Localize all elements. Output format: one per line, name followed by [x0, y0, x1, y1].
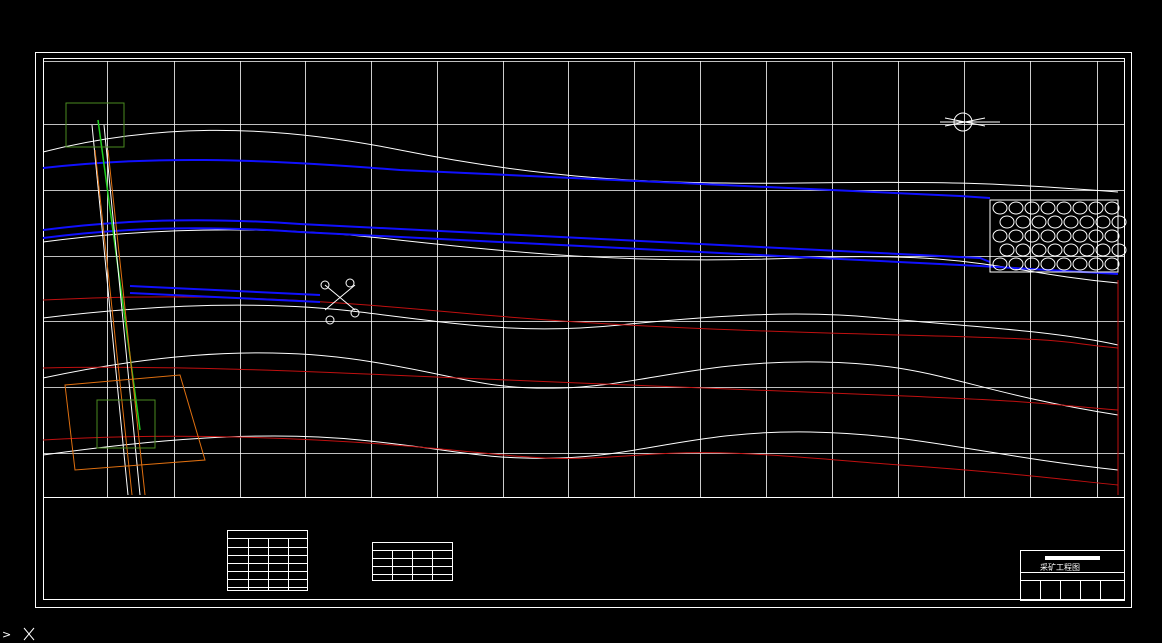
cad-stroke	[91, 124, 141, 496]
cad-stroke	[42, 366, 1119, 411]
title-block: 采矿工程图	[1020, 550, 1125, 601]
cad-stroke	[1040, 229, 1056, 243]
cad-stroke	[42, 352, 1119, 416]
legend-tables	[227, 530, 453, 591]
cad-stroke	[1020, 550, 1125, 601]
cad-stroke	[992, 229, 1008, 243]
cad-stroke	[42, 219, 991, 263]
cad-stroke	[1072, 257, 1088, 271]
cad-stroke	[999, 215, 1015, 229]
cad-stroke	[96, 399, 156, 449]
cad-stroke	[1072, 201, 1088, 215]
cad-stroke	[1040, 257, 1056, 271]
cad-stroke	[1031, 215, 1047, 229]
cad-stroke	[43, 58, 1125, 600]
cad-stroke	[94, 149, 146, 496]
cad-stroke	[1024, 257, 1040, 271]
cad-stroke	[1047, 243, 1063, 257]
cad-stroke	[42, 431, 1119, 471]
cad-stroke	[1015, 215, 1031, 229]
cad-stroke	[1008, 201, 1024, 215]
cad-stroke	[1088, 229, 1104, 243]
cad-stroke	[42, 158, 991, 199]
cad-stroke	[42, 229, 1119, 284]
cad-stroke	[1088, 201, 1104, 215]
cad-stroke	[1095, 243, 1111, 257]
cad-stroke	[1095, 215, 1111, 229]
cad-stroke	[1072, 229, 1088, 243]
cad-stroke	[1040, 201, 1056, 215]
cad-stroke	[1024, 229, 1040, 243]
cad-stroke	[1056, 229, 1072, 243]
cad-stroke	[227, 530, 308, 591]
cad-stroke	[42, 296, 1119, 349]
cad-stroke	[1024, 201, 1040, 215]
cad-stroke	[1104, 229, 1120, 243]
cad-stroke	[65, 102, 125, 148]
cad-stroke	[992, 257, 1008, 271]
cad-stroke	[42, 227, 1119, 275]
command-prompt: >	[2, 628, 11, 641]
cad-stroke	[35, 52, 1132, 608]
inclined-shaft	[64, 102, 206, 496]
cad-stroke	[989, 199, 1119, 273]
cad-stroke	[1047, 215, 1063, 229]
cad-stroke	[1045, 556, 1100, 560]
contour-lines	[42, 129, 1119, 495]
cad-stroke	[1111, 215, 1127, 229]
drawing-title: 采矿工程图	[1040, 562, 1080, 572]
coordinate-grid	[43, 61, 1124, 497]
ucs-icon	[23, 627, 35, 641]
cad-stroke	[1079, 215, 1095, 229]
cad-stroke	[1088, 257, 1104, 271]
cad-stroke	[1104, 257, 1120, 271]
cad-stroke	[999, 243, 1015, 257]
cad-stroke	[1104, 201, 1120, 215]
rock-hatch-area	[989, 199, 1127, 273]
cad-stroke	[1056, 201, 1072, 215]
cad-stroke	[320, 280, 330, 290]
cad-stroke	[1063, 243, 1079, 257]
cad-stroke	[1031, 243, 1047, 257]
cad-stroke	[350, 308, 360, 318]
cad-stroke	[1015, 243, 1031, 257]
cad-stroke	[64, 374, 206, 471]
cad-stroke	[325, 315, 335, 325]
cad-stroke	[1008, 229, 1024, 243]
cad-stroke	[345, 278, 355, 288]
cad-stroke	[372, 542, 453, 581]
cad-stroke	[992, 201, 1008, 215]
cad-stroke	[1111, 243, 1127, 257]
cad-stroke	[1008, 257, 1024, 271]
drawing-frame	[35, 52, 1132, 608]
cad-stroke	[42, 304, 1119, 346]
cad-stroke	[42, 435, 1119, 486]
cad-stroke	[42, 129, 1119, 193]
cad-stroke	[1056, 257, 1072, 271]
cad-stroke	[940, 117, 1000, 127]
north-arrow	[320, 112, 1000, 325]
cad-stroke	[129, 285, 321, 303]
cad-stroke	[324, 284, 356, 311]
cad-stroke	[1063, 215, 1079, 229]
cad-stroke	[1079, 243, 1095, 257]
